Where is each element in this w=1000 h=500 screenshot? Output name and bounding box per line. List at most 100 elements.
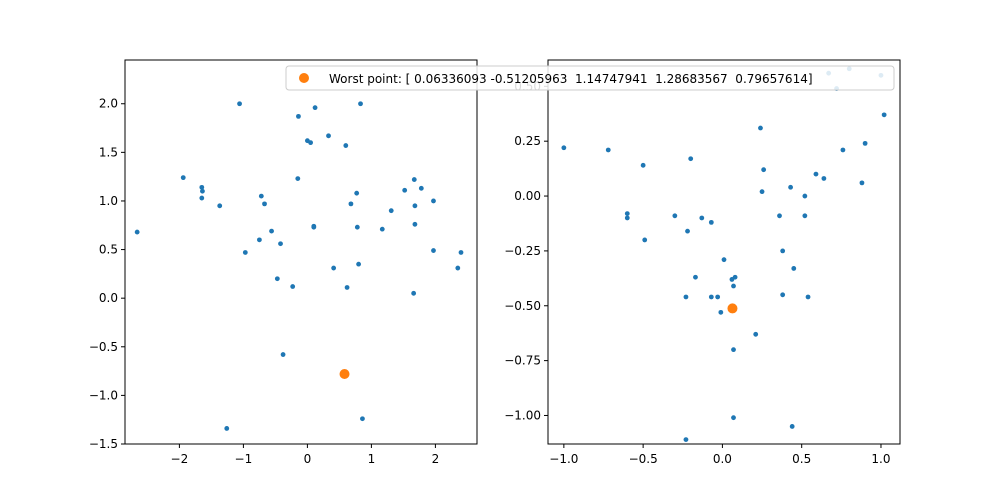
left-x-tick-label: 2 <box>432 452 440 466</box>
left-data-point <box>360 416 365 422</box>
right-data-point <box>642 237 648 243</box>
left-data-point <box>308 140 313 146</box>
left-data-point <box>280 352 286 357</box>
left-plot-frame <box>124 59 478 445</box>
left-data-point <box>290 284 296 289</box>
left-data-point <box>411 290 417 296</box>
right-data-point <box>777 213 782 219</box>
left-data-point <box>180 175 186 181</box>
left-y-tick-label: 2.0 <box>99 97 118 111</box>
right-plot-frame <box>547 59 901 445</box>
left-y-tick-label: −1.5 <box>89 437 118 451</box>
right-x-tick-label: 1.0 <box>871 452 890 466</box>
right-data-point <box>805 294 811 300</box>
right-data-point <box>718 309 724 315</box>
right-worst-point <box>727 303 738 314</box>
legend-marker <box>299 73 309 83</box>
left-plot-y-ticks: −1.5 −1.0 −0.5 0.0 0.5 1.0 1.5 2.0 <box>89 97 125 451</box>
left-data-point <box>295 176 301 182</box>
right-data-point <box>731 347 736 353</box>
right-data-point <box>683 294 689 300</box>
right-data-point <box>758 125 763 131</box>
right-data-point <box>821 176 827 181</box>
right-data-point <box>688 156 694 162</box>
right-data-point <box>685 228 690 234</box>
right-y-tick-label: 0.00 <box>514 189 541 203</box>
left-data-point <box>458 250 464 255</box>
left-data-point <box>199 195 205 201</box>
left-y-tick-label: 0.0 <box>99 291 118 305</box>
left-y-tick-label: −1.0 <box>89 388 118 402</box>
right-data-point <box>624 215 630 221</box>
left-data-point <box>344 285 350 290</box>
right-data-point <box>693 274 698 280</box>
right-data-point <box>788 184 793 190</box>
left-data-point <box>455 265 461 271</box>
left-y-tick-label: −0.5 <box>89 340 118 354</box>
right-x-tick-label: −0.5 <box>629 452 658 466</box>
right-data-point <box>840 147 846 153</box>
right-data-point <box>780 292 786 298</box>
left-x-tick-label: 0 <box>304 452 312 466</box>
right-data-point <box>708 219 714 225</box>
left-data-point <box>326 133 331 139</box>
left-x-tick-label: −1 <box>235 452 253 466</box>
right-y-tick-label: −0.50 <box>504 299 541 313</box>
right-data-point <box>859 180 865 186</box>
right-data-point <box>715 294 721 300</box>
right-data-point <box>780 248 786 254</box>
right-data-point <box>699 215 705 221</box>
left-x-tick-label: 1 <box>368 452 376 466</box>
right-data-point <box>753 331 759 337</box>
right-data-point <box>672 213 678 219</box>
right-data-point <box>708 294 714 300</box>
left-data-point <box>262 201 267 207</box>
right-data-point <box>605 147 611 153</box>
right-plot-x-ticks: −1.0 −0.5 0.0 0.5 1.0 <box>549 444 891 466</box>
left-data-point <box>402 187 408 193</box>
left-data-point <box>217 203 223 209</box>
right-data-point <box>791 266 797 271</box>
left-data-point <box>242 250 248 255</box>
right-data-point <box>731 283 736 289</box>
right-x-tick-label: 0.0 <box>713 452 732 466</box>
right-data-point <box>732 274 738 280</box>
right-data-point <box>761 167 767 173</box>
left-plot-x-ticks: −2 −1 0 1 2 <box>171 444 440 466</box>
left-data-point <box>348 201 354 207</box>
right-x-tick-label: −1.0 <box>549 452 578 466</box>
left-data-point <box>269 228 274 234</box>
right-data-point <box>640 162 646 168</box>
left-data-point <box>312 105 318 111</box>
right-data-point <box>759 189 765 195</box>
right-data-point <box>813 171 819 177</box>
left-data-point <box>257 237 262 243</box>
left-data-point <box>200 188 205 194</box>
left-data-point <box>278 241 283 247</box>
left-data-point <box>431 198 436 204</box>
left-data-point <box>358 101 363 107</box>
right-y-tick-label: −0.75 <box>504 354 541 368</box>
right-data-point <box>624 211 630 217</box>
left-data-point <box>199 184 205 190</box>
left-data-point <box>224 426 230 431</box>
left-data-point <box>379 226 385 232</box>
right-y-tick-label: 0.25 <box>514 134 541 148</box>
left-data-point <box>258 193 264 199</box>
left-data-point <box>356 261 361 267</box>
left-data-point <box>354 190 360 196</box>
left-data-point <box>296 113 301 119</box>
left-plot-marks <box>134 101 464 431</box>
left-data-point <box>412 203 418 209</box>
right-data-point <box>881 112 887 118</box>
right-y-tick-label: −1.00 <box>504 408 541 422</box>
right-data-point <box>731 415 736 421</box>
left-y-tick-label: 1.0 <box>99 194 118 208</box>
left-y-tick-label: 1.5 <box>99 145 118 159</box>
right-data-point <box>802 193 808 199</box>
left-data-point <box>311 224 317 230</box>
right-data-point <box>561 145 567 151</box>
left-data-point <box>412 221 418 227</box>
left-x-tick-label: −2 <box>171 452 189 466</box>
